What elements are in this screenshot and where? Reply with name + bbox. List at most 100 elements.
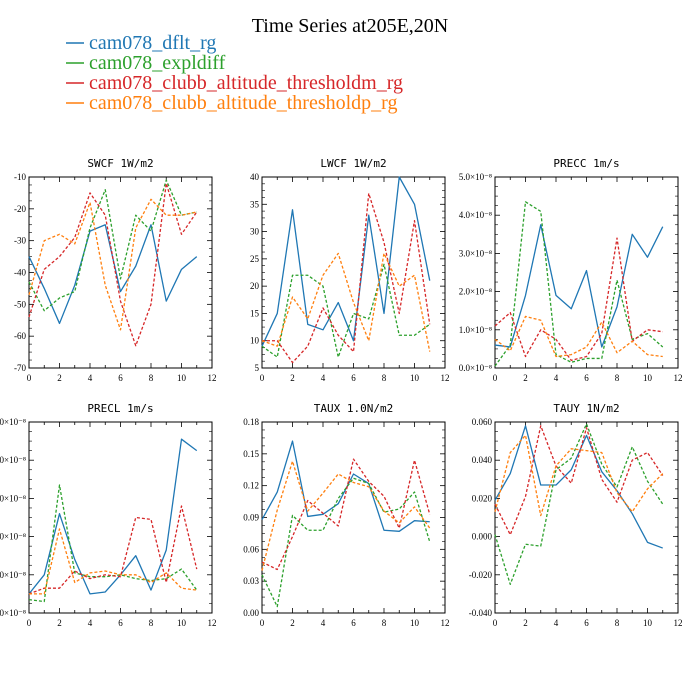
x-tick-label: 6 bbox=[351, 618, 356, 628]
series-line-cam078-expldiff bbox=[261, 477, 431, 608]
x-tick-label: 10 bbox=[410, 618, 420, 628]
series-line-cam078-dflt-rg bbox=[261, 176, 431, 347]
x-tick-label: 8 bbox=[382, 373, 387, 383]
x-tick-label: 10 bbox=[643, 373, 653, 383]
panel-title: TAUX 1.0N/m2 bbox=[314, 402, 393, 415]
x-tick-label: 0 bbox=[260, 373, 265, 383]
x-tick-label: 2 bbox=[290, 618, 295, 628]
x-tick-label: 12 bbox=[441, 373, 450, 383]
x-tick-label: 8 bbox=[615, 373, 620, 383]
chart-panel: SWCF 1W/m2 0 2 4 6 8 10 12 -70 -60 -50 -40 -30 -20 -10 bbox=[14, 157, 217, 383]
series-line-cam078-clubb-altitude-thresholdp-rg bbox=[28, 198, 197, 331]
y-tick-label: 15 bbox=[250, 308, 260, 318]
series-line-cam078-clubb-altitude-thresholdp-rg bbox=[494, 434, 664, 517]
x-tick-label: 6 bbox=[118, 618, 123, 628]
legend-label: cam078_clubb_altitude_thresholdm_rg bbox=[89, 72, 403, 94]
series-line-cam078-dflt-rg bbox=[28, 224, 198, 325]
y-tick-label: -60 bbox=[14, 331, 26, 341]
y-tick-label: 0×10⁻⁸ bbox=[0, 455, 26, 465]
y-tick-label: -70 bbox=[14, 363, 26, 373]
x-tick-label: 10 bbox=[177, 618, 187, 628]
series-line-cam078-clubb-altitude-thresholdp-rg bbox=[261, 252, 431, 352]
x-tick-label: 12 bbox=[674, 373, 683, 383]
series-line-cam078-expldiff bbox=[261, 263, 431, 358]
series-line-cam078-expldiff bbox=[494, 201, 664, 367]
series-line-cam078-clubb-altitude-thresholdm-rg bbox=[262, 192, 431, 364]
y-tick-label: 5 bbox=[255, 363, 260, 373]
y-tick-label: 1.0×10⁻⁸ bbox=[459, 325, 492, 335]
chart-panel: LWCF 1W/m2 0 2 4 6 8 10 12 5 10 15 20 25 30 35 40 bbox=[250, 157, 450, 383]
series-line-cam078-clubb-altitude-thresholdp-rg bbox=[261, 460, 431, 571]
panel-title: TAUY 1N/m2 bbox=[553, 402, 619, 415]
y-tick-label: 3.0×10⁻⁸ bbox=[459, 248, 492, 258]
plot-frame bbox=[28, 176, 213, 369]
series-line-cam078-clubb-altitude-thresholdm-rg bbox=[28, 182, 198, 347]
legend-item: cam078_clubb_altitude_thresholdp_rg bbox=[66, 92, 397, 114]
series-line-cam078-expldiff bbox=[28, 179, 197, 312]
chart-panel: PRECL 1m/s 0 2 4 6 8 10 12 0×10⁻⁸ 0×10⁻⁸ 0×10⁻⁸ 0×1… bbox=[0, 402, 217, 628]
x-tick-label: 0 bbox=[27, 373, 32, 383]
series-line-cam078-clubb-altitude-thresholdp-rg bbox=[29, 528, 197, 595]
x-tick-label: 10 bbox=[410, 373, 420, 383]
y-tick-label: -10 bbox=[14, 172, 26, 182]
y-tick-label: 2.0×10⁻⁸ bbox=[459, 287, 492, 297]
y-tick-label: 0.18 bbox=[243, 417, 259, 427]
y-tick-label: 0×10⁻⁸ bbox=[0, 570, 26, 580]
x-tick-label: 4 bbox=[321, 618, 326, 628]
series-line-cam078-clubb-altitude-thresholdm-rg bbox=[261, 458, 431, 571]
x-tick-label: 6 bbox=[584, 618, 589, 628]
x-tick-label: 8 bbox=[149, 373, 154, 383]
x-tick-label: 8 bbox=[615, 618, 620, 628]
chart-panel: TAUX 1.0N/m2 0 2 4 6 8 10 12 0.00 0.03 0.06 0.09 0.1… bbox=[243, 402, 449, 628]
x-tick-label: 8 bbox=[149, 618, 154, 628]
y-tick-label: 0.03 bbox=[243, 576, 259, 586]
y-tick-label: 5.0×10⁻⁸ bbox=[459, 172, 492, 182]
y-tick-label: 0×10⁻⁸ bbox=[0, 493, 26, 503]
x-tick-label: 0 bbox=[260, 618, 265, 628]
x-tick-label: 0 bbox=[493, 618, 498, 628]
y-tick-label: -20 bbox=[14, 204, 26, 214]
y-tick-label: -30 bbox=[14, 236, 26, 246]
x-tick-label: 4 bbox=[88, 618, 93, 628]
plot-frame bbox=[28, 421, 213, 614]
y-tick-label: 30 bbox=[250, 227, 260, 237]
y-tick-label: 0.00 bbox=[243, 608, 259, 618]
panel-title: LWCF 1W/m2 bbox=[320, 157, 386, 170]
y-tick-label: 0×10⁻⁸ bbox=[0, 608, 26, 618]
x-tick-label: 2 bbox=[57, 373, 62, 383]
y-tick-label: 0.15 bbox=[243, 449, 259, 459]
chart-panel: PRECC 1m/s 0 2 4 6 8 10 12 0.0×10⁻⁸ 1.0×10⁻⁸ 2.0×1… bbox=[459, 157, 683, 383]
legend-item: cam078_expldiff bbox=[66, 52, 226, 74]
x-tick-label: 6 bbox=[118, 373, 123, 383]
x-tick-label: 4 bbox=[554, 373, 559, 383]
x-tick-label: 12 bbox=[674, 618, 683, 628]
y-tick-label: 0.040 bbox=[472, 455, 493, 465]
figure-title: Time Series at205E,20N bbox=[252, 15, 448, 37]
y-tick-label: 0.12 bbox=[243, 481, 259, 491]
y-tick-label: 0×10⁻⁸ bbox=[0, 417, 26, 427]
x-tick-label: 0 bbox=[27, 618, 32, 628]
y-tick-label: 0.020 bbox=[472, 493, 493, 503]
legend-item: cam078_clubb_altitude_thresholdm_rg bbox=[66, 72, 403, 94]
x-tick-label: 10 bbox=[177, 373, 187, 383]
y-tick-label: 0.06 bbox=[243, 544, 259, 554]
y-tick-label: 35 bbox=[250, 199, 260, 209]
y-tick-label: 4.0×10⁻⁸ bbox=[459, 210, 492, 220]
series-line-cam078-dflt-rg bbox=[494, 425, 663, 549]
series-line-cam078-dflt-rg bbox=[28, 438, 198, 595]
x-tick-label: 2 bbox=[57, 618, 62, 628]
series-line-cam078-clubb-altitude-thresholdm-rg bbox=[494, 425, 664, 536]
panels: SWCF 1W/m2 0 2 4 6 8 10 12 -70 -60 -50 -40 -30 -20 -10… bbox=[0, 157, 683, 628]
legend-label: cam078_clubb_altitude_thresholdp_rg bbox=[89, 92, 397, 114]
y-tick-label: 0.09 bbox=[243, 513, 259, 523]
y-tick-label: -50 bbox=[14, 299, 26, 309]
y-tick-label: 40 bbox=[250, 172, 260, 182]
y-tick-label: -40 bbox=[14, 268, 26, 278]
y-tick-label: 10 bbox=[250, 336, 260, 346]
x-tick-label: 0 bbox=[493, 373, 498, 383]
panel-title: SWCF 1W/m2 bbox=[87, 157, 153, 170]
y-tick-label: 0.060 bbox=[472, 417, 493, 427]
y-tick-label: 25 bbox=[250, 254, 260, 264]
x-tick-label: 2 bbox=[523, 618, 528, 628]
